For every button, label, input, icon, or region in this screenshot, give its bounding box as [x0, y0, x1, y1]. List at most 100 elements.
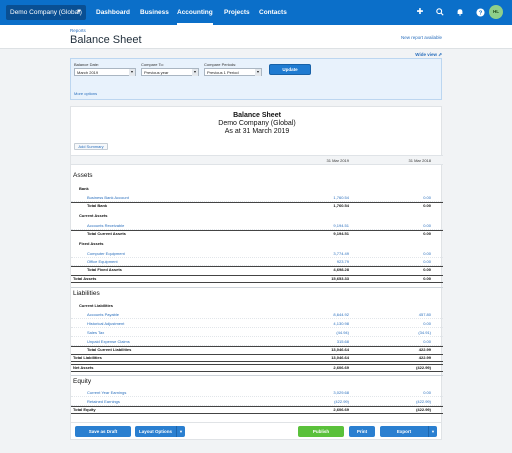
add-summary-button[interactable]: Add Summary	[74, 143, 108, 150]
section-heading: Liabilities	[73, 290, 100, 297]
tab-projects[interactable]: Projects	[224, 9, 250, 16]
page-title: Balance Sheet	[70, 34, 142, 46]
avatar[interactable]: HL	[489, 5, 503, 19]
wide-view-label: Wide view	[415, 52, 437, 57]
section-divider	[71, 287, 443, 288]
total-label: Total Liabilities	[73, 355, 102, 360]
value-previous[interactable]: 457.80	[418, 312, 431, 317]
wide-view-link[interactable]: Wide view ⇗	[415, 52, 442, 57]
total-current: 15,653.33	[331, 276, 349, 281]
total-current: 13,046.64	[331, 355, 349, 360]
total-row: Total Fixed Assets 4,698.28 0.00	[71, 266, 443, 273]
compare-to-select[interactable]: Previous year ▼	[141, 68, 199, 76]
total-previous: 0.00	[423, 231, 431, 236]
table-row[interactable]: Current Year Earnings 3,029.68 0.00	[71, 390, 443, 397]
account-name[interactable]: Current Year Earnings	[87, 390, 127, 395]
account-name[interactable]: Retained Earnings	[87, 399, 120, 404]
tab-contacts[interactable]: Contacts	[259, 9, 287, 16]
value-previous[interactable]: 0.00	[423, 339, 431, 344]
grand-total-row: Total Equity 2,606.69 (422.99)	[71, 406, 443, 414]
more-options-link[interactable]: More options	[74, 91, 98, 96]
help-icon[interactable]: ?	[474, 6, 486, 18]
value-current[interactable]: 4,130.98	[333, 321, 349, 326]
save-as-draft-button[interactable]: Save as Draft	[75, 426, 131, 437]
publish-button[interactable]: Publish	[298, 426, 344, 437]
print-button[interactable]: Print	[349, 426, 375, 437]
value-current[interactable]: 923.79	[336, 259, 349, 264]
section-divider	[71, 375, 443, 376]
export-button[interactable]: Export ▼	[380, 426, 437, 437]
table-row[interactable]: Accounts Receivable 9,194.51 0.00	[71, 223, 443, 230]
value-previous[interactable]: 0.00	[423, 390, 431, 395]
subsection-heading: Bank	[79, 186, 89, 191]
report-company: Demo Company (Global)	[218, 120, 296, 127]
account-name[interactable]: Accounts Payable	[87, 312, 120, 317]
account-name[interactable]: Accounts Receivable	[87, 223, 125, 228]
tab-accounting[interactable]: Accounting	[177, 0, 213, 25]
total-current: 2,606.69	[333, 407, 349, 412]
organisation-switcher[interactable]: Demo Company (Global) ▼	[6, 5, 86, 20]
bell-icon[interactable]	[454, 6, 466, 18]
table-row[interactable]: Retained Earnings (422.99) (422.99)	[71, 399, 443, 406]
column-header-bar: 31 Mar 2019 31 Mar 2018	[71, 155, 443, 165]
table-row[interactable]: Business Bank Account 1,760.54 0.00	[71, 195, 443, 202]
update-button[interactable]: Update	[269, 64, 311, 75]
value-current[interactable]: 9,194.51	[333, 223, 349, 228]
subsection-heading: Current Assets	[79, 213, 108, 218]
table-row[interactable]: Office Equipment 923.79 0.00	[71, 259, 443, 266]
value-current[interactable]: 3,029.68	[333, 390, 349, 395]
value-previous[interactable]: 0.00	[423, 223, 431, 228]
balance-sheet-report: Balance Sheet Demo Company (Global) As a…	[70, 106, 443, 424]
table-row[interactable]: Unpaid Expense Claims 315.68 0.00	[71, 339, 443, 346]
table-row[interactable]: Historical Adjustment 4,130.98 0.00	[71, 321, 443, 328]
layout-options-button[interactable]: Layout Options ▼	[135, 426, 185, 437]
report-filters-panel: Balance Date: March 2019 ▼ Compare To: P…	[70, 58, 442, 100]
total-previous: 422.99	[418, 347, 431, 352]
section-heading: Assets	[73, 172, 93, 179]
total-previous: (422.99)	[416, 407, 431, 412]
chevron-down-icon: ▼	[255, 69, 261, 76]
total-row: Total Current Liabilities 13,046.64 422.…	[71, 346, 443, 353]
value-previous[interactable]: (34.91)	[418, 330, 431, 335]
value-previous[interactable]: 0.00	[423, 251, 431, 256]
search-icon[interactable]	[434, 6, 446, 18]
value-current[interactable]: 3,774.49	[333, 251, 349, 256]
value-current[interactable]: 315.68	[336, 339, 349, 344]
total-previous: 0.00	[423, 267, 431, 272]
value-current[interactable]: (44.94)	[336, 330, 349, 335]
balance-date-value: March 2019	[77, 70, 99, 75]
value-current[interactable]: 1,760.54	[333, 195, 349, 200]
balance-date-select[interactable]: March 2019 ▼	[74, 68, 136, 76]
total-previous: (422.99)	[416, 365, 431, 370]
chevron-down-icon: ▼	[428, 426, 437, 437]
chevron-down-icon: ▼	[76, 9, 82, 15]
plus-icon[interactable]: ✚	[416, 7, 424, 16]
subsection-heading: Current Liabilities	[79, 303, 114, 308]
value-previous[interactable]: (422.99)	[416, 399, 431, 404]
value-previous[interactable]: 0.00	[423, 259, 431, 264]
table-row[interactable]: Sales Tax (44.94) (34.91)	[71, 330, 443, 337]
value-previous[interactable]: 0.00	[423, 195, 431, 200]
breadcrumb-reports[interactable]: Reports	[70, 28, 86, 33]
total-label: Net Assets	[73, 365, 94, 370]
account-name[interactable]: Office Equipment	[87, 259, 118, 264]
total-label: Total Current Liabilities	[87, 347, 132, 352]
account-name[interactable]: Computer Equipment	[87, 251, 125, 256]
total-current: 13,046.64	[331, 347, 349, 352]
value-current[interactable]: (422.99)	[334, 399, 349, 404]
account-name[interactable]: Historical Adjustment	[87, 321, 125, 326]
account-name[interactable]: Sales Tax	[87, 330, 105, 335]
top-navigation: Demo Company (Global) ▼ Dashboard Busine…	[0, 0, 512, 25]
total-row: Total Current Assets 9,194.51 0.00	[71, 230, 443, 237]
new-report-link[interactable]: New report available	[400, 35, 442, 40]
tab-dashboard[interactable]: Dashboard	[96, 9, 130, 16]
account-name[interactable]: Unpaid Expense Claims	[87, 339, 130, 344]
compare-periods-select[interactable]: Previous 1 Period ▼	[204, 68, 262, 76]
tab-business[interactable]: Business	[140, 9, 169, 16]
value-current[interactable]: 8,644.92	[333, 312, 349, 317]
total-label: Total Assets	[73, 276, 97, 281]
account-name[interactable]: Business Bank Account	[87, 195, 129, 200]
table-row[interactable]: Accounts Payable 8,644.92 457.80	[71, 312, 443, 319]
value-previous[interactable]: 0.00	[423, 321, 431, 326]
table-row[interactable]: Computer Equipment 3,774.49 0.00	[71, 251, 443, 258]
